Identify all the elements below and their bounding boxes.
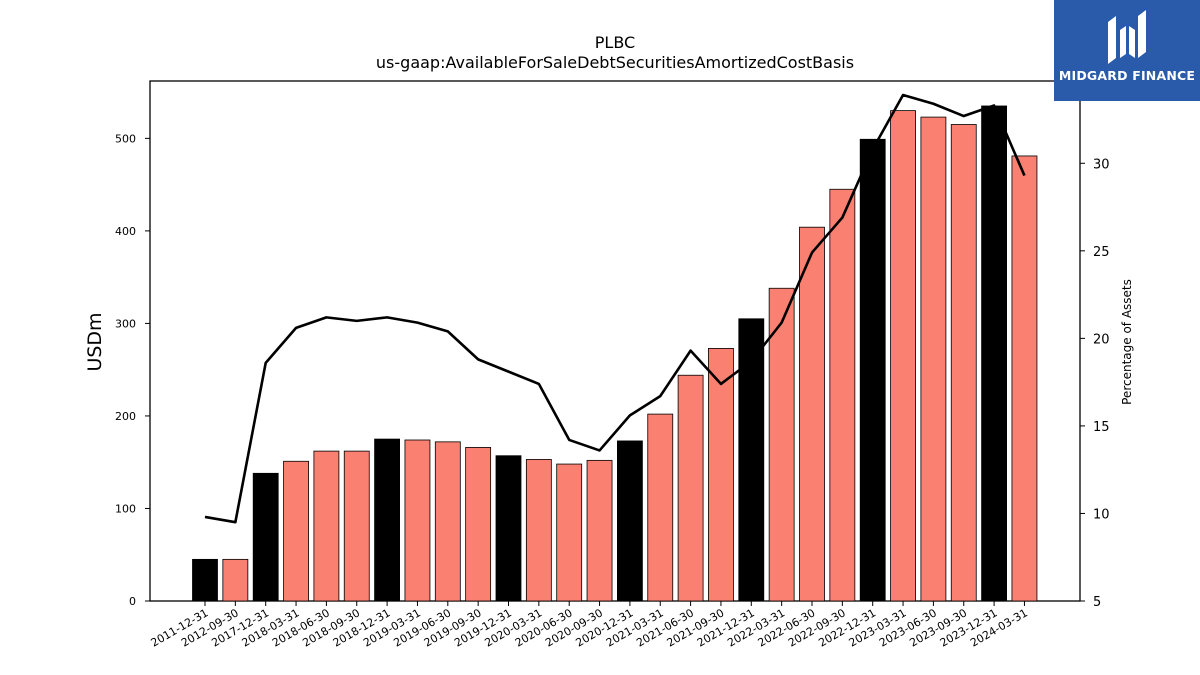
bar <box>708 347 734 602</box>
y2-tick-label: 10 <box>1093 507 1110 522</box>
bar <box>586 459 613 602</box>
y2-tick-label: 20 <box>1093 332 1110 347</box>
bar <box>525 459 552 602</box>
y2-tick-label: 25 <box>1093 245 1110 260</box>
logo-icon <box>1108 10 1146 64</box>
bar <box>768 287 795 602</box>
y-tick-label: 300 <box>115 317 136 330</box>
bar <box>313 450 340 602</box>
bar <box>374 438 401 602</box>
bar <box>556 463 583 602</box>
bar <box>647 413 674 602</box>
y2-axis-label: Percentage of Assets <box>1120 279 1134 405</box>
bar <box>283 460 309 602</box>
y-tick-label: 500 <box>115 132 136 145</box>
bar <box>829 188 856 602</box>
bar <box>981 105 1007 602</box>
logo: MIDGARD FINANCE <box>1054 0 1200 101</box>
line-series <box>204 93 1026 524</box>
percentage-line <box>204 93 1026 524</box>
bar <box>859 138 886 602</box>
y-tick-label: 200 <box>115 410 136 423</box>
bar <box>617 440 643 602</box>
plot-area <box>149 80 1081 602</box>
bar <box>799 226 825 602</box>
bar <box>920 116 947 602</box>
chart-subtitle: us-gaap:AvailableForSaleDebtSecuritiesAm… <box>376 53 854 72</box>
bar <box>434 441 461 602</box>
y2-tick-label: 15 <box>1093 420 1110 435</box>
bar <box>404 439 431 602</box>
bar <box>222 558 249 602</box>
bar <box>1011 155 1038 602</box>
y-tick-label: 400 <box>115 225 136 238</box>
bar <box>950 124 977 602</box>
bar <box>677 374 704 602</box>
bar <box>495 455 522 602</box>
y-tick-label: 0 <box>129 595 136 608</box>
bar-series <box>192 105 1038 602</box>
logo-text: MIDGARD FINANCE <box>1058 68 1196 83</box>
y-axis-label: USDm <box>84 312 106 371</box>
bar <box>465 447 492 602</box>
bar <box>192 558 218 602</box>
y-tick-label: 100 <box>115 502 136 515</box>
y2-tick-label: 5 <box>1093 595 1101 610</box>
bar <box>343 450 370 602</box>
bar <box>890 110 916 602</box>
bar <box>252 472 279 602</box>
chart-title: PLBC <box>595 33 635 52</box>
y2-tick-label: 30 <box>1093 157 1110 172</box>
plot-frame <box>149 80 1081 602</box>
